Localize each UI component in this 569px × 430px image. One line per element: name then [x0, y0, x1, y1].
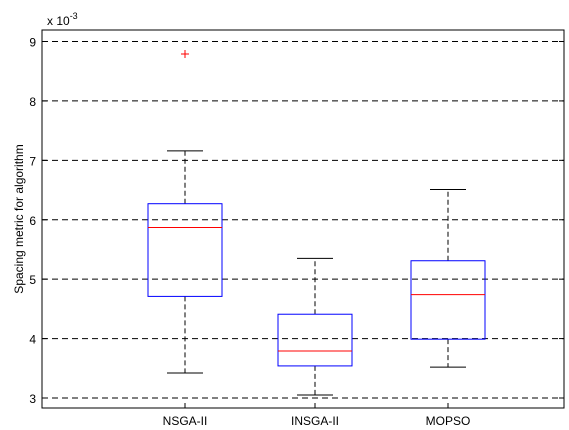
grid-lines	[42, 41, 564, 399]
x-tick-label: MOPSO	[426, 414, 471, 428]
y-tick-label: 7	[29, 154, 36, 168]
y-axis-exponent: x 10-3	[47, 11, 78, 28]
iqr-box	[410, 260, 486, 340]
x-tick-label: NSGA-II	[163, 414, 208, 428]
y-tick-label: 5	[29, 273, 36, 287]
iqr-box	[147, 203, 223, 297]
y-tick-label: 8	[29, 95, 36, 109]
y-axis-ticks: 3 4 5 6 7 8 9	[29, 36, 564, 406]
outlier-marker	[181, 49, 189, 58]
box-mopso	[410, 188, 486, 368]
y-tick-label: 3	[29, 392, 36, 406]
x-axis-ticks: NSGA-II INSGA-II MOPSO	[163, 403, 471, 428]
box-insga-ii	[277, 257, 353, 396]
iqr-box	[277, 313, 353, 367]
y-tick-label: 9	[29, 36, 36, 50]
box-plots	[147, 49, 486, 396]
y-axis-label: Spacing metric for algorithm	[12, 144, 26, 293]
plot-area-frame	[41, 29, 565, 409]
y-tick-label: 6	[29, 214, 36, 228]
box-nsga-ii	[147, 49, 223, 374]
y-axis-exponent-base: x 10	[47, 14, 70, 28]
x-tick-label: INSGA-II	[291, 414, 339, 428]
y-tick-label: 4	[29, 333, 36, 347]
y-axis-exponent-power: -3	[70, 11, 78, 21]
